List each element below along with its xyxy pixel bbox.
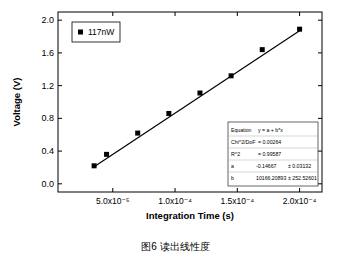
x-tick xyxy=(237,188,238,192)
plot-frame xyxy=(58,12,322,192)
y-tick xyxy=(318,118,322,119)
fit-box-text: b xyxy=(231,175,234,181)
fit-box-text: = 0.99587 xyxy=(258,151,281,157)
y-tick-label: 0.0 xyxy=(41,179,54,189)
data-point xyxy=(166,111,171,116)
x-tick xyxy=(299,188,300,192)
fit-box-text: ± 0.03132 xyxy=(288,163,311,169)
fit-box-rule xyxy=(228,148,318,149)
fit-box-rule xyxy=(228,136,318,137)
y-tick xyxy=(58,118,62,119)
y-tick-label: 0.8 xyxy=(41,113,54,123)
data-point xyxy=(135,131,140,136)
y-tick-label: 1.2 xyxy=(41,81,54,91)
fit-box-text: a xyxy=(231,163,234,169)
fit-box-text: Equation xyxy=(231,127,252,133)
fit-box-text: R^2 xyxy=(231,151,240,157)
y-tick xyxy=(318,52,322,53)
x-tick xyxy=(237,12,238,16)
x-tick-label: 1.5x10⁻⁴ xyxy=(220,196,254,206)
y-tick xyxy=(58,183,62,184)
y-tick xyxy=(318,85,322,86)
y-tick xyxy=(58,85,62,86)
fit-box-text: Chi^2/DoF xyxy=(231,139,255,145)
chart: 5.0x10⁻⁵ 1.0x10⁻⁴ 1.5x10⁻⁴ 2.0x10⁻⁴ 0.0 0.4 0.… xyxy=(0,0,351,257)
y-tick-label: 2.0 xyxy=(41,15,54,25)
x-tick xyxy=(175,188,176,192)
x-tick-label: 1.0x10⁻⁴ xyxy=(158,196,192,206)
data-point xyxy=(260,47,265,52)
fit-box xyxy=(228,122,318,186)
y-tick xyxy=(58,52,62,53)
caption: 图6 读出线性度 xyxy=(141,241,209,252)
legend-box xyxy=(72,22,120,42)
fit-box-text: y = a + b*x xyxy=(258,127,283,133)
y-tick-label: 1.6 xyxy=(41,48,54,58)
y-tick-label: 0.4 xyxy=(41,146,54,156)
fit-box-text: = 0.00264 xyxy=(258,139,281,145)
data-point xyxy=(104,152,109,157)
legend-marker xyxy=(78,30,83,35)
x-tick xyxy=(112,12,113,16)
y-tick xyxy=(318,183,322,184)
x-axis-title: Integration Time (s) xyxy=(146,210,234,221)
background xyxy=(0,0,351,257)
x-tick xyxy=(299,12,300,16)
x-tick xyxy=(112,188,113,192)
y-axis-title: Voltage (V) xyxy=(11,78,22,127)
y-tick xyxy=(318,151,322,152)
y-tick xyxy=(58,20,62,21)
y-tick xyxy=(318,20,322,21)
x-tick-label: 5.0x10⁻⁵ xyxy=(96,196,130,206)
x-tick xyxy=(175,12,176,16)
data-point xyxy=(197,91,202,96)
fit-box-rule xyxy=(228,160,318,161)
fit-box-rule xyxy=(228,172,318,173)
x-tick-label: 2.0x10⁻⁴ xyxy=(283,196,317,206)
fit-box-text: ± 252.52601 xyxy=(288,175,317,181)
legend-label: 117nW xyxy=(88,27,114,37)
y-tick xyxy=(58,151,62,152)
fit-box-text: -0.14667 xyxy=(256,163,277,169)
fit-box-text: 10166.20893 xyxy=(256,175,286,181)
